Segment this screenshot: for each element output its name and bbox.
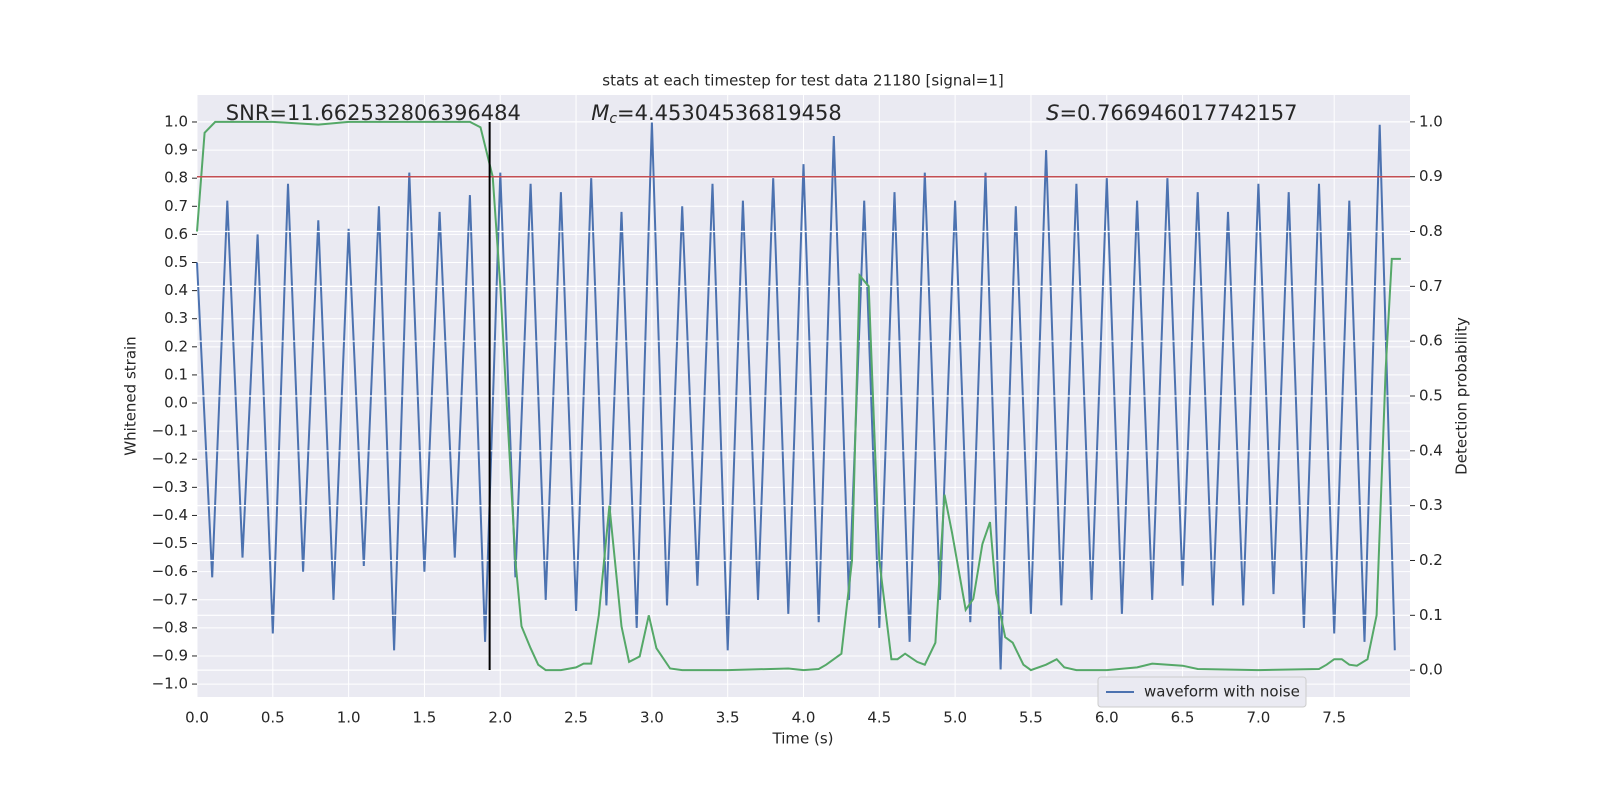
x-tick-label: 2.5 [564, 709, 588, 727]
y2-tick-label: 0.4 [1419, 441, 1443, 459]
x-tick-label: 7.0 [1246, 709, 1270, 727]
y-tick-label: −0.8 [152, 618, 188, 636]
annotation-symbol: M [591, 101, 609, 125]
x-tick-label: 3.0 [640, 709, 664, 727]
y2-tick-label: 0.8 [1419, 222, 1443, 240]
y2-tick-label: 0.6 [1419, 332, 1443, 350]
y-tick-label: −0.6 [152, 562, 188, 580]
y-tick-label: −0.4 [152, 506, 188, 524]
y-axis-label: Whitened strain [122, 336, 140, 455]
x-tick-label: 0.5 [261, 709, 285, 727]
y2-tick-label: 0.0 [1419, 661, 1443, 679]
annotation-text: SNR=11.662532806396484 [226, 101, 521, 125]
y-tick-label: 0.4 [164, 281, 188, 299]
x-tick-label: 5.0 [943, 709, 967, 727]
y-tick-label: 0.3 [164, 309, 188, 327]
y-tick-label: 0.6 [164, 225, 188, 243]
y-tick-label: 0.1 [164, 365, 188, 383]
y2-tick-label: 0.9 [1419, 167, 1443, 185]
y-tick-label: −0.9 [152, 646, 188, 664]
legend-label: waveform with noise [1144, 683, 1300, 701]
y-tick-label: −0.5 [152, 534, 188, 552]
y-tick-label: −0.3 [152, 478, 188, 496]
x-tick-label: 2.0 [488, 709, 512, 727]
annotation-text: =4.45304536819458 [617, 101, 842, 125]
y2-tick-label: 0.5 [1419, 387, 1443, 405]
annotation-subscript: c [609, 111, 617, 127]
annotation: S=0.766946017742157 [1046, 101, 1297, 125]
y2-axis-label: Detection probability [1453, 317, 1471, 475]
annotation: SNR=11.662532806396484 [226, 101, 521, 125]
y-tick-label: 0.2 [164, 337, 188, 355]
x-tick-label: 0.0 [185, 709, 209, 727]
legend-box [1097, 676, 1307, 708]
y-tick-label: 0.9 [164, 141, 188, 159]
x-tick-label: 1.0 [337, 709, 361, 727]
y-tick-label: 0.0 [164, 394, 188, 412]
y-tick-label: 0.5 [164, 253, 188, 271]
annotation-symbol: S [1046, 101, 1059, 125]
y2-tick-label: 0.3 [1419, 496, 1443, 514]
y-tick-label: −0.1 [152, 422, 188, 440]
y-tick-label: 0.8 [164, 169, 188, 187]
annotation-text: =0.766946017742157 [1059, 101, 1297, 125]
y-tick-label: −0.7 [152, 590, 188, 608]
x-tick-label: 6.0 [1095, 709, 1119, 727]
chart-title: stats at each timestep for test data 211… [602, 72, 1003, 90]
annotation: Mc=4.45304536819458 [591, 101, 842, 127]
line-series [196, 120, 1401, 672]
y2-tick-label: 1.0 [1419, 112, 1443, 130]
y-tick-label: −1.0 [152, 675, 188, 693]
y-tick-label: 1.0 [164, 112, 188, 130]
x-tick-label: 4.0 [792, 709, 816, 727]
x-tick-label: 1.5 [413, 709, 437, 727]
x-axis-label: Time (s) [772, 730, 834, 748]
line-series [196, 121, 1396, 671]
y-tick-label: 0.7 [164, 197, 188, 215]
x-tick-label: 6.5 [1171, 709, 1195, 727]
x-tick-label: 5.5 [1019, 709, 1043, 727]
y2-tick-label: 0.2 [1419, 551, 1443, 569]
x-tick-label: 4.5 [867, 709, 891, 727]
y2-tick-label: 0.1 [1419, 606, 1443, 624]
y-tick-label: −0.2 [152, 450, 188, 468]
x-tick-label: 7.5 [1322, 709, 1346, 727]
y2-tick-label: 0.7 [1419, 277, 1443, 295]
x-tick-label: 3.5 [716, 709, 740, 727]
